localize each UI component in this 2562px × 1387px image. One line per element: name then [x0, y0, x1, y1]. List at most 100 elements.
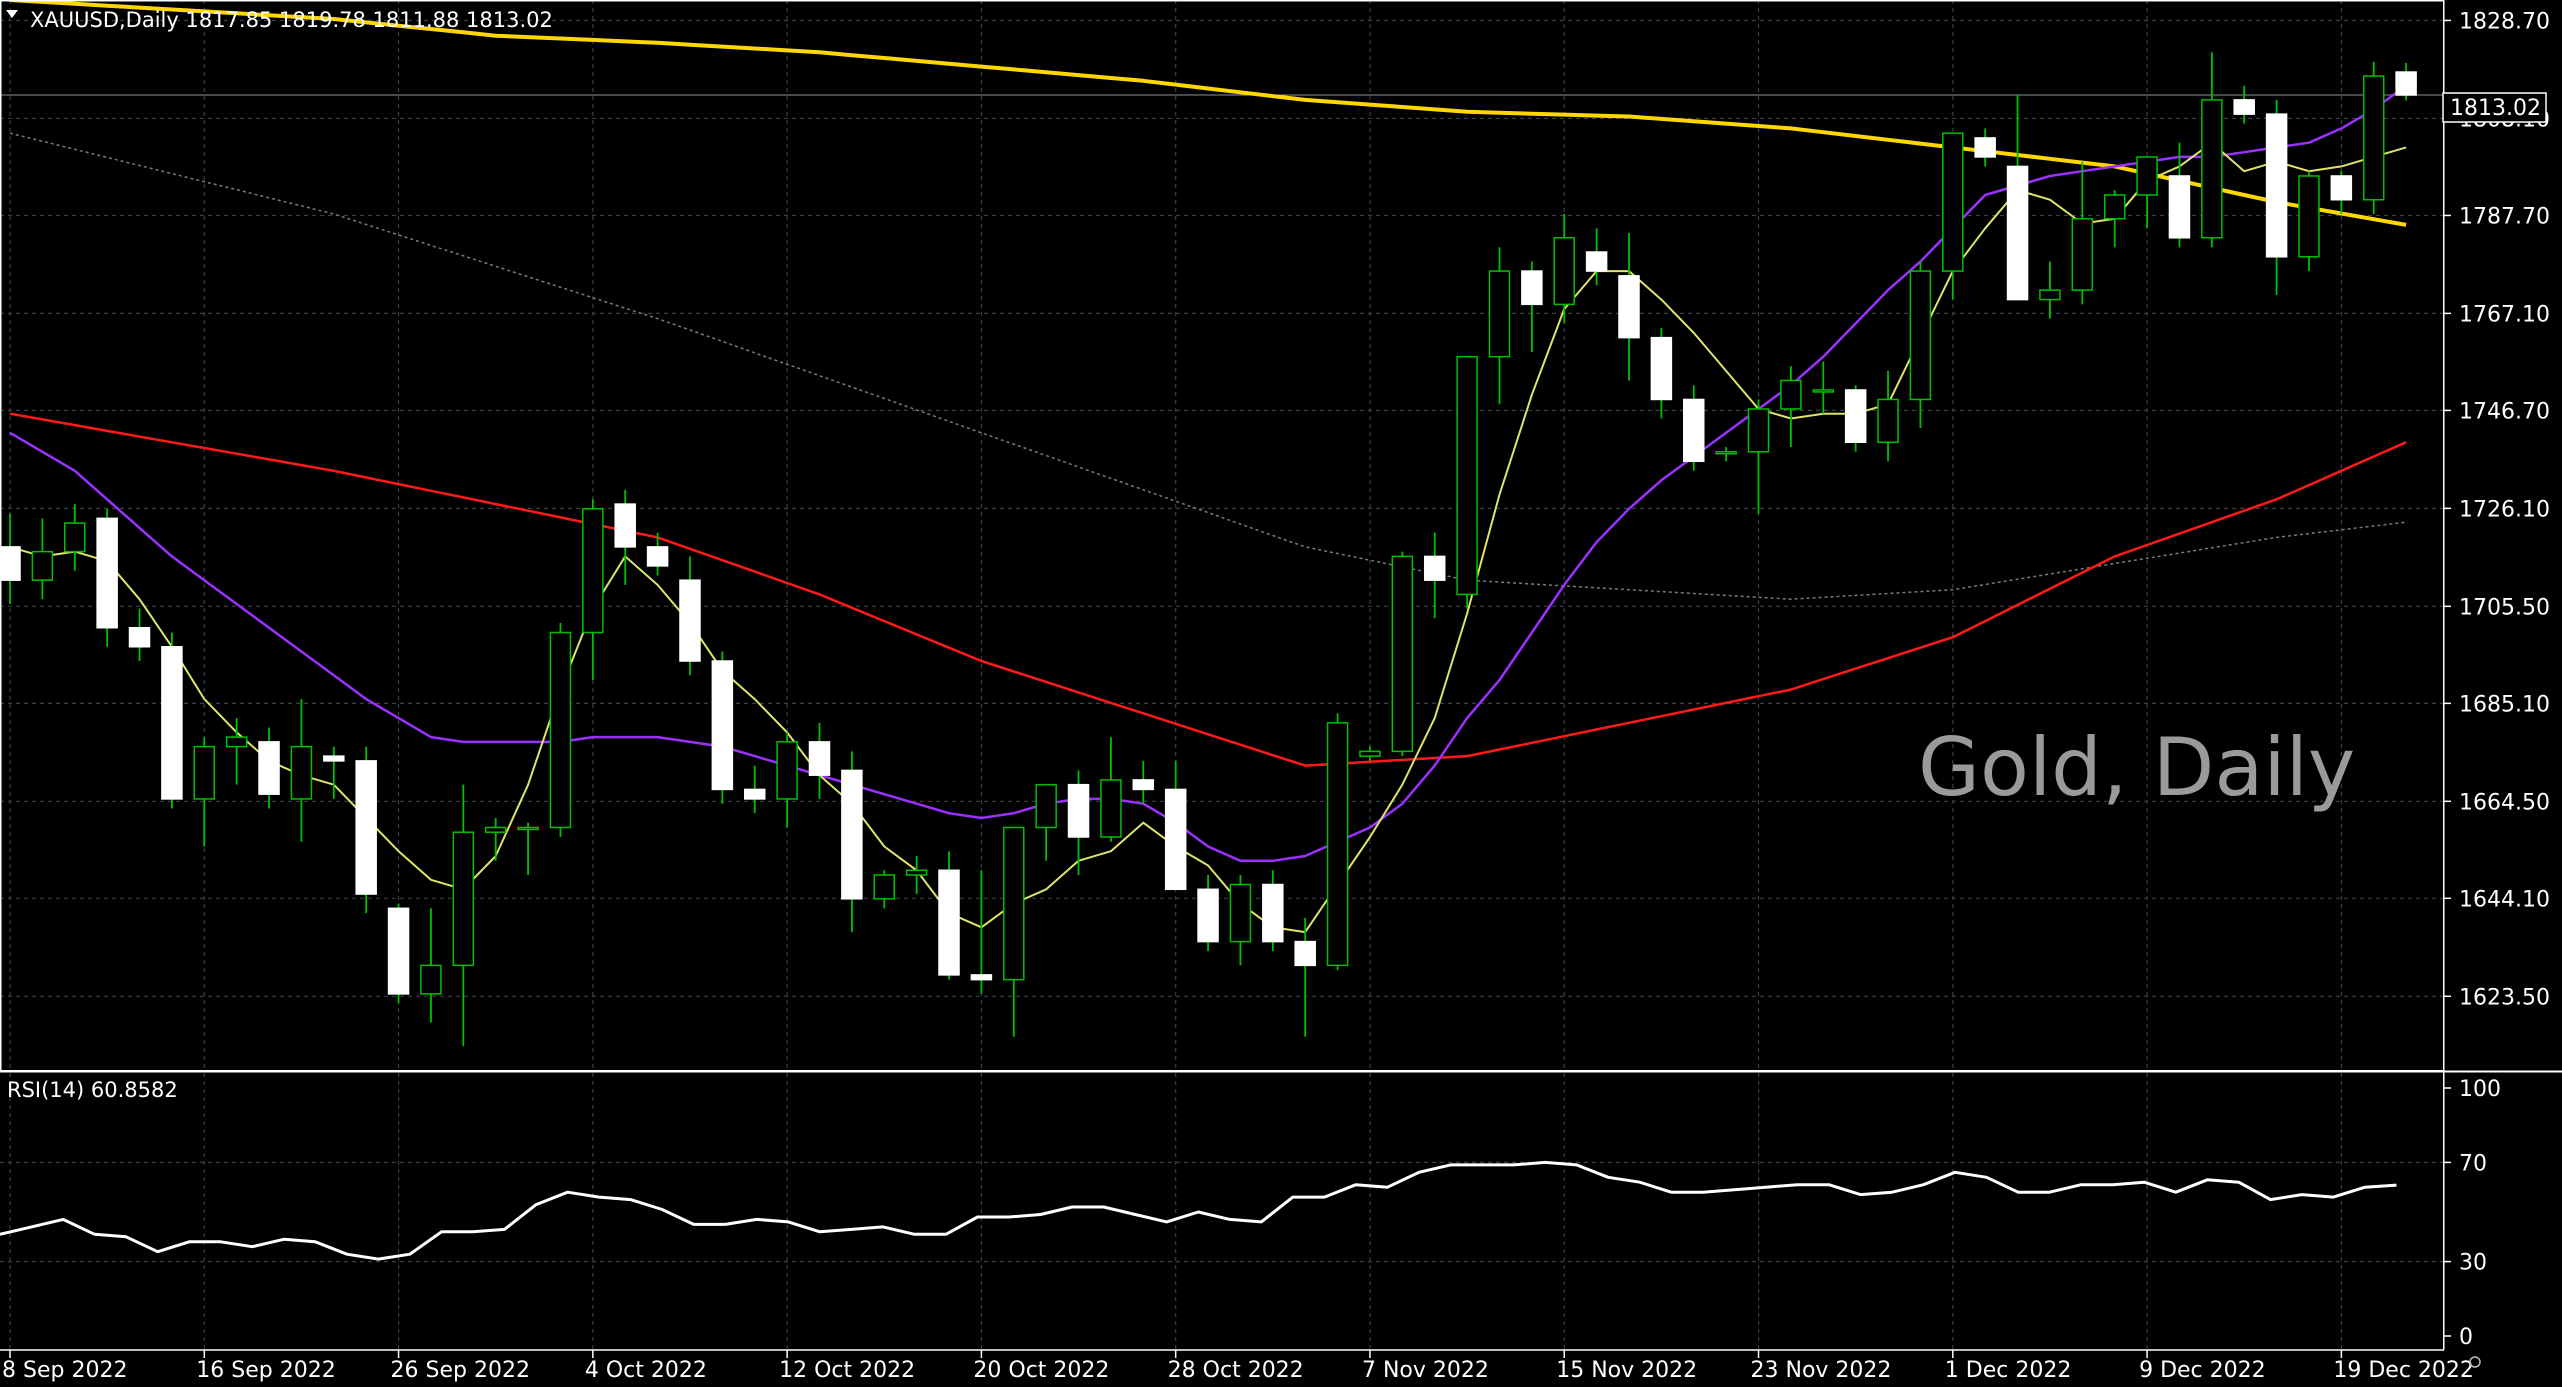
candle-body-down	[258, 741, 280, 795]
candle-body-up	[1747, 408, 1770, 453]
candle	[2006, 95, 2029, 301]
candle	[1909, 261, 1932, 428]
date-tick-label: 9 Dec 2022	[2139, 1358, 2266, 1383]
candle-body-down	[1197, 888, 1219, 943]
date-tick-label: 26 Sep 2022	[391, 1358, 530, 1383]
candle	[1391, 551, 1414, 757]
candle	[1326, 713, 1349, 971]
candle	[2168, 142, 2191, 248]
date-tick-label: 7 Nov 2022	[1362, 1358, 1489, 1383]
rsi-tick-label: 0	[2459, 1325, 2473, 1350]
candle-body-up	[2201, 99, 2223, 239]
candle-body-down	[1650, 336, 1673, 401]
grid-lines	[0, 0, 2443, 1350]
candle	[1715, 447, 1737, 462]
candle-body-up	[31, 550, 54, 581]
candle	[841, 751, 863, 933]
candle	[1812, 361, 1835, 414]
ma-slow-line	[9, 412, 2407, 767]
candle-body-down	[2233, 99, 2255, 115]
time-axis: 8 Sep 2022 16 Sep 2022 26 Sep 2022 4 Oct 20…	[2, 1350, 2474, 1383]
candle-body-up	[2071, 218, 2094, 291]
candle	[938, 851, 960, 980]
candle	[1229, 875, 1252, 966]
price-tick-label: 1767.10	[2459, 302, 2550, 327]
candle-body-down	[841, 769, 863, 900]
candle	[873, 870, 896, 909]
ma-medium-line	[9, 84, 2407, 863]
candle-body-up	[193, 745, 216, 800]
candle-body-up	[1877, 398, 1899, 444]
candle	[1359, 746, 1381, 761]
candle	[1262, 870, 1284, 952]
candle	[2298, 171, 2320, 272]
candle-body-up	[1456, 355, 1478, 596]
candle	[517, 822, 539, 876]
date-tick-label: 28 Oct 2022	[1168, 1358, 1304, 1383]
candle-body-up	[64, 522, 86, 553]
candle	[2039, 261, 2061, 319]
candle-body-down	[2265, 113, 2288, 258]
candle-body-down	[614, 503, 636, 548]
candle-body-up	[1488, 270, 1511, 358]
ma-200-line	[9, 0, 2407, 227]
candle	[1521, 261, 1543, 352]
candle-body-up	[1229, 883, 1252, 943]
candle	[2395, 62, 2417, 101]
candle-body-down	[2168, 175, 2191, 239]
candle-body-down	[970, 974, 993, 981]
collapse-triangle-icon[interactable]	[6, 10, 18, 18]
candle	[387, 903, 410, 1004]
candle	[679, 556, 701, 676]
candle	[2233, 85, 2255, 124]
price-tick-label: 1828.70	[2459, 9, 2550, 34]
date-tick-label: 8 Sep 2022	[2, 1358, 127, 1383]
candle-body-down	[1262, 883, 1284, 943]
candle	[1844, 385, 1867, 452]
candle	[2201, 52, 2223, 248]
candle	[1747, 399, 1770, 514]
price-tick-label: 1644.10	[2459, 887, 2550, 912]
candle-body-down	[1844, 389, 1867, 444]
candle	[614, 489, 636, 585]
candle-body-up	[1003, 826, 1025, 981]
candle-body-up	[873, 874, 896, 900]
candle	[743, 765, 766, 814]
candle-body-up	[549, 631, 572, 829]
candle-body-up	[290, 745, 313, 800]
candle-body-down	[1521, 270, 1543, 306]
candle-body-down	[938, 869, 960, 976]
candle	[1650, 328, 1673, 419]
candle	[1100, 737, 1122, 842]
candlesticks	[0, 52, 2417, 1047]
candle	[452, 784, 475, 1047]
rsi-tick-label: 100	[2459, 1077, 2501, 1102]
candle	[808, 722, 831, 799]
candle	[1294, 917, 1316, 1037]
candle-body-up	[1715, 451, 1737, 455]
candle-body-up	[517, 826, 539, 831]
candle-body-up	[1812, 389, 1835, 393]
candle	[1197, 875, 1219, 952]
candle-body-up	[1909, 270, 1932, 401]
current-price-tag-bg	[2442, 92, 2547, 123]
candle	[1423, 532, 1446, 619]
date-tick-label: 19 Dec 2022	[2333, 1358, 2474, 1383]
candle	[420, 908, 442, 1023]
candle-body-down	[1294, 940, 1316, 967]
candle	[1780, 366, 1802, 448]
candle	[323, 746, 345, 799]
candle	[1003, 826, 1025, 1037]
date-tick-label: 1 Dec 2022	[1945, 1358, 2072, 1383]
price-tick-label: 1685.10	[2459, 692, 2550, 717]
symbol-header: XAUUSD,Daily 1817.85 1819.78 1811.88 181…	[30, 8, 553, 32]
current-price-tag: 1813.02	[2450, 96, 2541, 121]
candle	[2136, 156, 2158, 229]
candle	[1067, 770, 1090, 876]
candle-body-up	[452, 831, 475, 967]
candle-body-down	[1132, 779, 1155, 791]
candle-body-down	[0, 546, 21, 581]
date-tick-label: 16 Sep 2022	[196, 1358, 335, 1383]
candle	[1035, 783, 1057, 861]
